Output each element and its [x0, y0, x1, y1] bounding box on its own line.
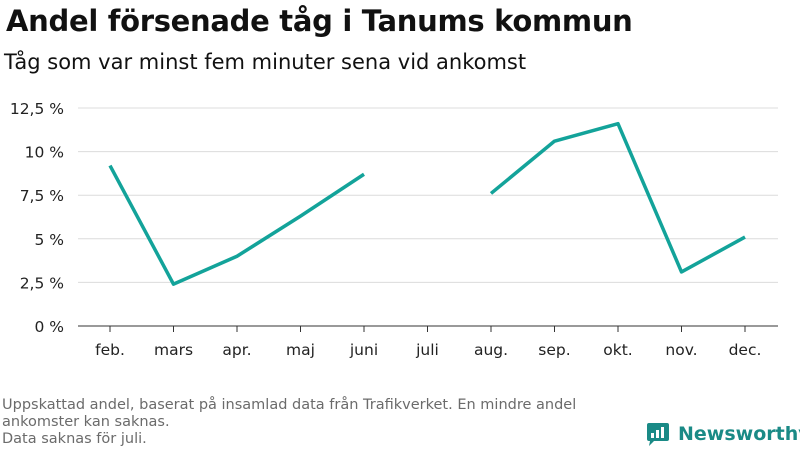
data-series: [108, 121, 746, 286]
x-tick-label: aug.: [474, 341, 508, 359]
x-tick-label: juli: [415, 341, 439, 359]
x-tick-label: nov.: [665, 341, 697, 359]
x-axis: feb. mars apr. maj juni juli aug. sep. okt. nov. d…: [95, 326, 761, 359]
y-axis: 0 % 2,5 % 5 % 7,5 % 10 % 12,5 %: [10, 100, 64, 336]
x-tick-label: juni: [349, 341, 378, 359]
chart-title: Andel försenade tåg i Tanums kommun: [6, 4, 633, 38]
y-tick-label: 0 %: [34, 318, 64, 336]
bar-chart-icon: [647, 423, 669, 446]
x-tick-label: maj: [286, 341, 315, 359]
y-tick-label: 7,5 %: [20, 187, 64, 205]
footnote-line-1: Uppskattad andel, baserat på insamlad da…: [2, 397, 577, 430]
x-tick-label: sep.: [538, 341, 570, 359]
footnote-line-2: Data saknas för juli.: [2, 431, 147, 447]
series-line-segment: [489, 121, 746, 274]
x-tick-label: dec.: [729, 341, 762, 359]
y-tick-label: 2,5 %: [20, 274, 64, 292]
brand-name: Newsworthy: [678, 423, 800, 445]
series-line-segment: [108, 164, 365, 286]
x-tick-label: okt.: [603, 341, 632, 359]
x-tick-label: mars: [154, 341, 193, 359]
brand-logo: Newsworthy: [645, 420, 800, 448]
y-tick-label: 10 %: [25, 144, 64, 162]
chart-subtitle: Tåg som var minst fem minuter sena vid a…: [4, 50, 527, 74]
y-tick-label: 12,5 %: [10, 100, 64, 118]
y-tick-label: 5 %: [34, 231, 64, 249]
gridlines: [78, 107, 778, 327]
x-tick-label: feb.: [95, 341, 125, 359]
footnote: Uppskattad andel, baserat på insamlad da…: [2, 397, 642, 448]
line-chart: 0 % 2,5 % 5 % 7,5 % 10 % 12,5 % feb. mars apr. m…: [10, 100, 778, 359]
x-tick-label: apr.: [222, 341, 251, 359]
